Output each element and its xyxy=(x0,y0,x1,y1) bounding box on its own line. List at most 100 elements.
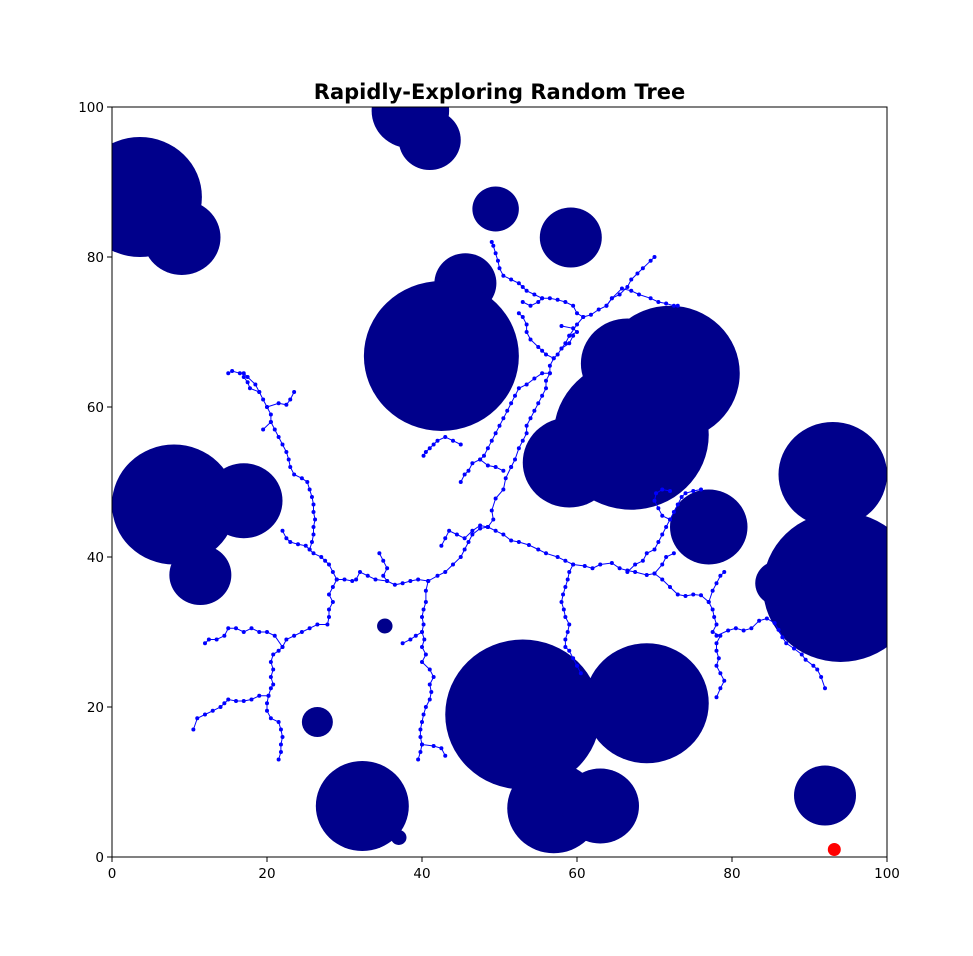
tree-node-10-9 xyxy=(203,712,207,717)
tree-node-29-6 xyxy=(668,489,672,493)
tree-node-2-25 xyxy=(699,593,703,598)
tree-node-4-15 xyxy=(578,671,583,676)
tree-node-5-16 xyxy=(423,705,428,709)
plot-area xyxy=(112,107,887,856)
tree-node-24-8 xyxy=(528,303,533,308)
obstacle-circle-22 xyxy=(453,673,515,734)
tree-node-30-3 xyxy=(671,551,676,556)
tree-node-6-1 xyxy=(431,744,436,748)
tree-branch-20 xyxy=(479,459,504,472)
tree-node-1-6 xyxy=(451,562,455,567)
tree-node-3-0 xyxy=(714,633,719,638)
tree-node-2-38 xyxy=(718,686,723,691)
tree-node-5-19 xyxy=(418,727,423,732)
tree-node-19-8 xyxy=(501,416,506,421)
tree-node-4-6 xyxy=(561,607,566,612)
tree-node-9-0 xyxy=(385,579,390,583)
tree-node-11-8 xyxy=(222,633,227,638)
tree-node-13-27 xyxy=(230,369,235,373)
tree-node-29-3 xyxy=(652,498,657,503)
obstacle-circle-24 xyxy=(315,761,409,851)
tree-node-18-6 xyxy=(528,416,533,421)
tree-node-10-6 xyxy=(222,701,227,706)
tree-node-13-7 xyxy=(309,495,314,499)
tree-node-23-4 xyxy=(637,292,641,297)
tree-node-26-4 xyxy=(528,337,533,342)
tree-node-8-9 xyxy=(377,551,382,556)
tree-node-5-8 xyxy=(420,645,424,649)
tree-node-30-0 xyxy=(652,571,657,576)
tree-node-10-5 xyxy=(226,697,231,702)
tree-node-13-26 xyxy=(237,371,242,376)
tree-node-26-1 xyxy=(544,352,548,357)
tree-node-4-13 xyxy=(571,656,576,661)
tree-node-10-10 xyxy=(195,716,200,721)
tree-node-19-17 xyxy=(462,472,467,477)
tree-node-9-31 xyxy=(276,720,281,724)
tree-node-4-2 xyxy=(565,577,570,582)
tree-node-17-2 xyxy=(470,528,475,533)
tree-node-11-1 xyxy=(272,633,277,638)
tree-node-28-12 xyxy=(683,491,688,496)
tree-node-5-14 xyxy=(429,690,434,694)
tree-node-3-13 xyxy=(803,657,808,662)
tree-node-15-0 xyxy=(268,420,273,424)
tree-node-23-8 xyxy=(671,303,676,308)
tree-node-9-11 xyxy=(327,607,331,612)
tree-node-8-0 xyxy=(426,579,431,583)
tree-node-28-1 xyxy=(633,562,638,567)
tree-node-14-1 xyxy=(247,386,252,391)
y-tick-label: 60 xyxy=(87,400,104,416)
goal-layer xyxy=(827,843,841,856)
tree-node-2-35 xyxy=(714,663,719,668)
tree-node-19-18 xyxy=(458,480,463,484)
tree-node-18-15 xyxy=(555,352,560,357)
tree-node-6-2 xyxy=(439,746,444,751)
tree-node-13-9 xyxy=(305,480,310,484)
tree-node-7-2 xyxy=(408,637,413,642)
tree-node-27-1 xyxy=(451,438,455,443)
y-tick-label: 0 xyxy=(95,850,104,866)
tree-node-4-5 xyxy=(559,600,564,604)
tree-node-31-0 xyxy=(706,600,711,604)
tree-node-4-7 xyxy=(563,615,568,619)
x-tick-label: 100 xyxy=(874,866,900,882)
tree-node-3-5 xyxy=(757,618,762,623)
tree-node-4-3 xyxy=(563,585,568,589)
tree-node-18-2 xyxy=(516,446,521,451)
tree-node-16-3 xyxy=(288,397,293,402)
tree-node-25-1 xyxy=(532,292,537,297)
tree-node-3-16 xyxy=(819,675,824,679)
goal-marker xyxy=(827,843,841,856)
tree-node-19-2 xyxy=(532,376,537,381)
tree-node-7-3 xyxy=(400,641,405,646)
tree-node-3-10 xyxy=(784,641,789,646)
tree-node-28-7 xyxy=(664,525,669,529)
tree-node-19-13 xyxy=(482,453,486,458)
tree-node-3-6 xyxy=(764,616,769,621)
tree-node-1-5 xyxy=(458,555,463,559)
tree-node-3-1 xyxy=(726,628,731,633)
obstacle-circle-19 xyxy=(377,618,393,634)
tree-node-9-22 xyxy=(268,660,273,664)
obstacle-circle-5 xyxy=(539,207,602,268)
tree-node-11-4 xyxy=(249,626,254,631)
tree-node-18-17 xyxy=(563,341,568,346)
tree-node-12-11 xyxy=(280,528,285,533)
tree-node-10-8 xyxy=(210,708,215,713)
tree-node-19-11 xyxy=(489,438,494,443)
tree-node-5-15 xyxy=(427,697,432,702)
tree-node-24-5 xyxy=(547,296,552,301)
tree-node-2-5 xyxy=(526,543,531,547)
tree-node-3-4 xyxy=(749,626,754,631)
tree-node-28-3 xyxy=(644,551,649,556)
tree-node-9-17 xyxy=(292,633,297,638)
tree-node-27-5 xyxy=(427,446,432,451)
tree-node-6-0 xyxy=(420,742,424,747)
tree-node-2-4 xyxy=(516,540,521,544)
tree-node-22-8 xyxy=(625,285,630,289)
tree-node-23-3 xyxy=(629,288,634,293)
tree-node-5-11 xyxy=(427,667,432,672)
tree-node-19-6 xyxy=(509,401,514,406)
tree-node-5-17 xyxy=(421,712,426,717)
